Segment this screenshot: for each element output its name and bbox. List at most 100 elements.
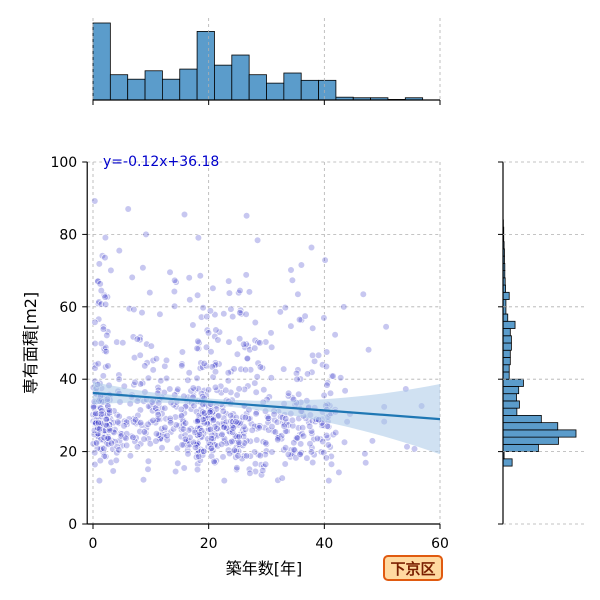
scatter-point bbox=[307, 243, 316, 252]
marginal-x-bar bbox=[109, 74, 129, 101]
scatter-point bbox=[209, 373, 217, 381]
scatter-point bbox=[174, 385, 182, 393]
marginal-x-bar bbox=[283, 72, 302, 101]
scatter-point bbox=[200, 409, 208, 417]
scatter-point bbox=[273, 418, 281, 426]
scatter-point bbox=[113, 338, 121, 346]
scatter-point bbox=[178, 412, 186, 420]
scatter-point bbox=[243, 212, 251, 220]
marginal-y-bar bbox=[502, 386, 520, 395]
scatter-point bbox=[337, 374, 345, 382]
scatter-point bbox=[211, 383, 220, 392]
scatter-point bbox=[219, 407, 227, 415]
scatter-point bbox=[233, 391, 241, 399]
scatter-point bbox=[260, 386, 268, 394]
scatter-point bbox=[254, 359, 262, 367]
scatter-point bbox=[242, 310, 250, 318]
scatter-point bbox=[166, 268, 174, 276]
marginal-y-bar bbox=[502, 335, 512, 344]
ward-badge: 下京区 bbox=[383, 555, 443, 581]
scatter-point bbox=[142, 230, 150, 238]
scatter-point bbox=[206, 307, 214, 315]
scatter-point bbox=[281, 304, 289, 312]
scatter-point bbox=[287, 266, 295, 274]
marginal-y-bar bbox=[502, 313, 509, 322]
x-tick-label: 60 bbox=[431, 536, 449, 552]
scatter-point bbox=[324, 441, 332, 449]
scatter-point bbox=[167, 419, 175, 427]
scatter-point bbox=[137, 380, 145, 388]
scatter-point bbox=[315, 351, 323, 359]
scatter-point bbox=[233, 350, 241, 358]
scatter-point bbox=[115, 437, 124, 445]
scatter-point bbox=[246, 452, 254, 460]
scatter-point bbox=[268, 448, 276, 456]
scatter-point bbox=[368, 437, 377, 445]
scatter-point bbox=[211, 459, 219, 467]
y-tick-label: 80 bbox=[59, 227, 77, 243]
marginal-y-bar bbox=[502, 407, 518, 416]
scatter-point bbox=[115, 247, 123, 255]
scatter-point bbox=[382, 323, 390, 331]
scatter-point bbox=[242, 340, 250, 348]
marginal-x-bar bbox=[144, 70, 163, 101]
scatter-point bbox=[171, 302, 179, 310]
scatter-point bbox=[214, 336, 222, 344]
scatter-point bbox=[112, 456, 120, 465]
scatter-point bbox=[97, 287, 105, 295]
scatter-point bbox=[234, 452, 242, 460]
scatter-point bbox=[154, 411, 162, 419]
scatter-point bbox=[297, 261, 306, 269]
marginal-y-bar bbox=[502, 458, 513, 467]
scatter-point bbox=[109, 445, 117, 453]
scatter-point bbox=[308, 368, 316, 376]
y-tick-label: 0 bbox=[68, 517, 77, 533]
scatter-point bbox=[212, 361, 220, 369]
scatter-point bbox=[152, 355, 160, 363]
scatter-point bbox=[278, 474, 286, 482]
scatter-point bbox=[195, 452, 203, 461]
scatter-point bbox=[227, 305, 235, 313]
scatter-point bbox=[102, 421, 110, 429]
scatter-point bbox=[158, 444, 166, 452]
scatter-point bbox=[128, 273, 136, 282]
scatter-point bbox=[181, 435, 189, 443]
scatter-point bbox=[228, 437, 236, 446]
scatter-point bbox=[220, 310, 228, 318]
scatter-point bbox=[91, 449, 99, 457]
marginal-x-histogram bbox=[92, 18, 441, 105]
marginal-x-bar bbox=[214, 64, 233, 101]
marginal-x-bar bbox=[266, 82, 285, 101]
scatter-point bbox=[210, 457, 218, 466]
scatter-point bbox=[255, 424, 263, 432]
scatter-point bbox=[124, 205, 132, 213]
scatter-point bbox=[251, 467, 260, 476]
scatter-point bbox=[153, 408, 162, 416]
marginal-y-bar bbox=[502, 328, 511, 337]
scatter-point bbox=[267, 329, 275, 337]
scatter-point bbox=[267, 374, 275, 382]
marginal-y-bar bbox=[502, 364, 510, 373]
scatter-point bbox=[194, 460, 202, 468]
y-tick-label: 60 bbox=[59, 300, 77, 316]
scatter-point bbox=[140, 428, 148, 436]
scatter-point bbox=[185, 369, 193, 377]
scatter-point bbox=[365, 346, 373, 354]
scatter-point bbox=[320, 391, 328, 400]
scatter-point bbox=[203, 313, 211, 321]
scatter-point bbox=[276, 308, 284, 316]
scatter-point bbox=[191, 443, 200, 452]
marginal-x-bar bbox=[161, 78, 181, 101]
scatter-point bbox=[91, 197, 99, 205]
scatter-point bbox=[341, 387, 349, 395]
scatter-point bbox=[147, 342, 155, 350]
scatter-point bbox=[322, 454, 330, 462]
scatter-point bbox=[251, 318, 259, 327]
scatter-point bbox=[189, 384, 197, 392]
scatter-point bbox=[225, 289, 233, 297]
scatter-point bbox=[92, 419, 100, 427]
scatter-point bbox=[282, 415, 290, 423]
scatter-point bbox=[235, 438, 243, 446]
marginal-x-bar bbox=[300, 79, 319, 101]
